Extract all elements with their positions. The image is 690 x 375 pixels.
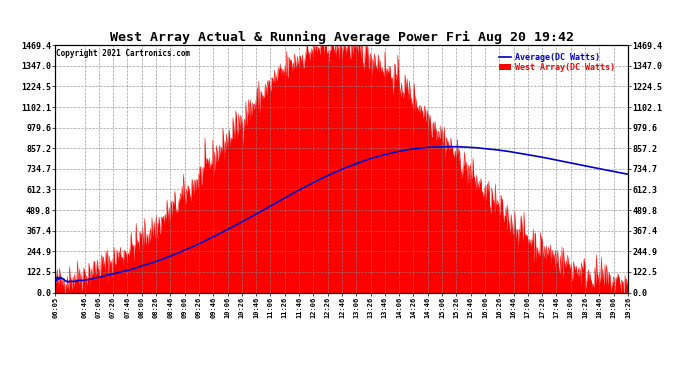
- Text: Copyright 2021 Cartronics.com: Copyright 2021 Cartronics.com: [57, 49, 190, 58]
- Title: West Array Actual & Running Average Power Fri Aug 20 19:42: West Array Actual & Running Average Powe…: [110, 31, 573, 44]
- Legend: Average(DC Watts), West Array(DC Watts): Average(DC Watts), West Array(DC Watts): [495, 49, 618, 75]
